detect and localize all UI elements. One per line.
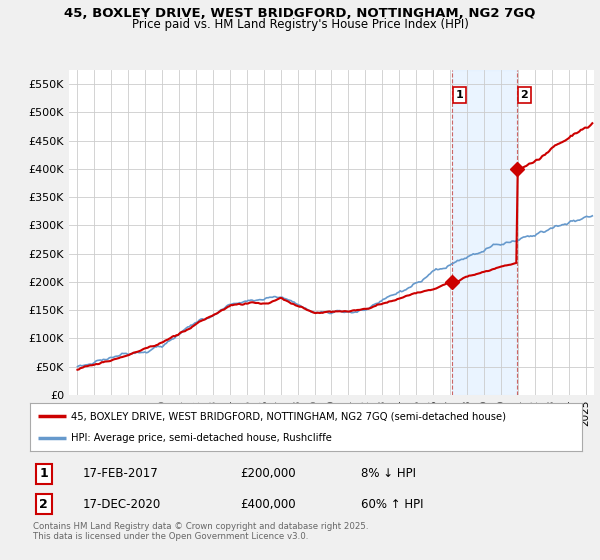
Bar [452, 70, 517, 395]
Text: HPI: Average price, semi-detached house, Rushcliffe: HPI: Average price, semi-detached house,… [71, 433, 332, 443]
Text: 1: 1 [455, 90, 463, 100]
Text: 45, BOXLEY DRIVE, WEST BRIDGFORD, NOTTINGHAM, NG2 7GQ: 45, BOXLEY DRIVE, WEST BRIDGFORD, NOTTIN… [64, 7, 536, 20]
Text: £200,000: £200,000 [240, 467, 295, 480]
Text: Price paid vs. HM Land Registry's House Price Index (HPI): Price paid vs. HM Land Registry's House … [131, 18, 469, 31]
Text: 17-FEB-2017: 17-FEB-2017 [82, 467, 158, 480]
Text: £400,000: £400,000 [240, 498, 295, 511]
Text: 8% ↓ HPI: 8% ↓ HPI [361, 467, 416, 480]
Text: 60% ↑ HPI: 60% ↑ HPI [361, 498, 424, 511]
Text: 2: 2 [40, 498, 48, 511]
Text: 45, BOXLEY DRIVE, WEST BRIDGFORD, NOTTINGHAM, NG2 7GQ (semi-detached house): 45, BOXLEY DRIVE, WEST BRIDGFORD, NOTTIN… [71, 411, 506, 421]
Text: 1: 1 [40, 467, 48, 480]
Text: Contains HM Land Registry data © Crown copyright and database right 2025.
This d: Contains HM Land Registry data © Crown c… [33, 522, 368, 542]
Text: 17-DEC-2020: 17-DEC-2020 [82, 498, 161, 511]
Text: 2: 2 [520, 90, 528, 100]
